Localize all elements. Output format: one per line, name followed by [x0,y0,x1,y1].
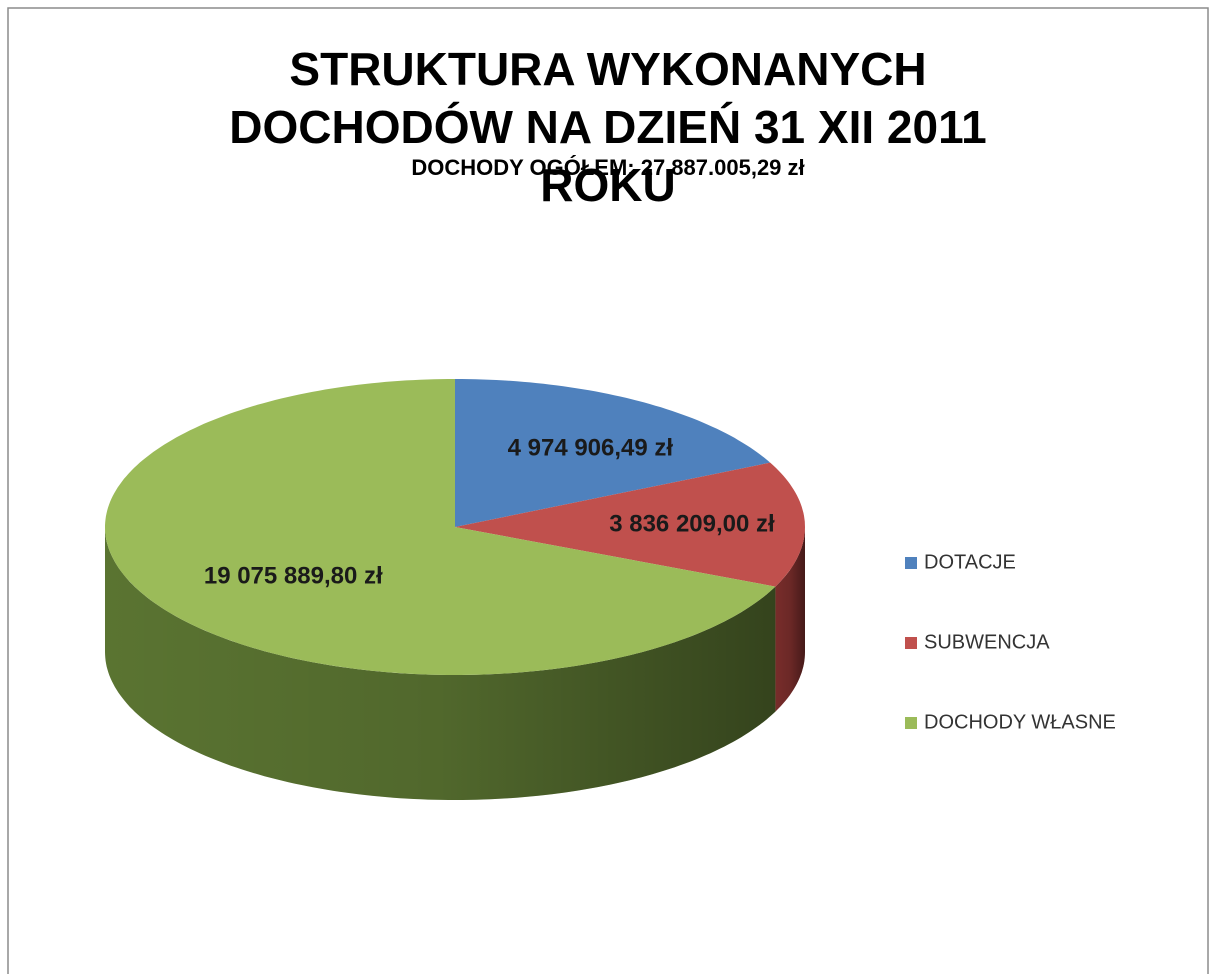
pie-side-shade [105,527,776,800]
legend-swatch [905,717,917,729]
pie-slice [455,379,771,527]
chart-subtitle: DOCHODY OGÓŁEM: 27.887.005,29 zł [411,155,805,180]
legend-swatch [905,637,917,649]
legend-swatch [905,557,917,569]
data-label: 4 974 906,49 zł [508,435,674,462]
data-label: 19 075 889,80 zł [204,562,383,589]
pie-side-shade [775,527,805,712]
legend-label: DOCHODY WŁASNE [924,711,1116,733]
pie-slice [455,462,805,587]
chart-title: STRUKTURA WYKONANYCH DOCHODÓW NA DZIEŃ 3… [229,43,987,211]
legend-label: SUBWENCJA [924,631,1050,653]
pie-slice [105,379,776,675]
legend-label: DOTACJE [924,551,1016,573]
data-label: 3 836 209,00 zł [609,511,775,538]
